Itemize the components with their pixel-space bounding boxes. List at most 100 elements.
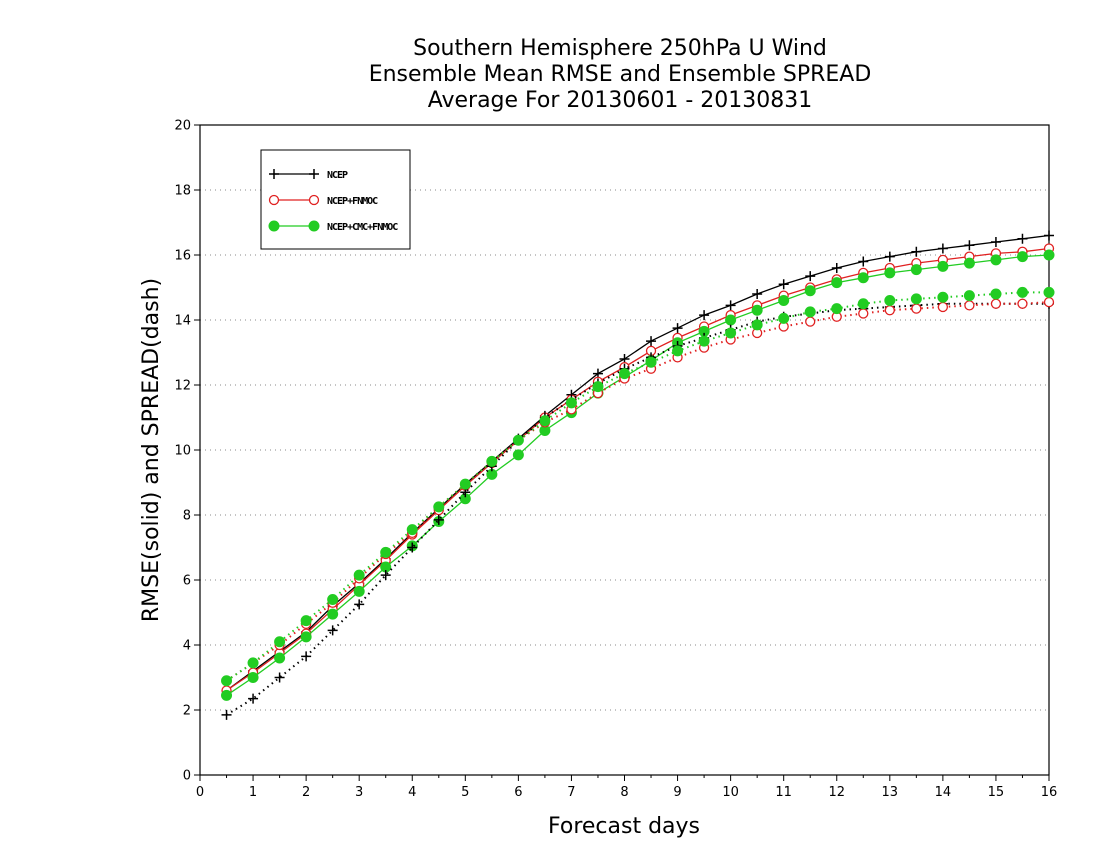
y-tick-label: 4 [183, 639, 191, 654]
series-line [226, 234, 1050, 692]
x-tick-label: 11 [775, 785, 792, 800]
data-point [380, 570, 391, 581]
data-point [407, 542, 418, 553]
legend-marker [309, 169, 319, 179]
x-tick-label: 12 [828, 785, 845, 800]
data-point [911, 303, 922, 314]
data-point [1043, 296, 1055, 308]
y-tick-label: 6 [183, 574, 191, 589]
y-tick-label: 0 [183, 769, 191, 784]
data-point [990, 288, 1002, 300]
data-point [433, 514, 444, 525]
series-line [226, 247, 1050, 692]
data-point [459, 478, 471, 490]
data-point [804, 306, 816, 318]
data-point [248, 693, 259, 704]
data-point [300, 615, 312, 627]
x-tick-label: 6 [514, 785, 522, 800]
data-point [353, 569, 365, 581]
data-point [884, 305, 895, 316]
y-tick-label: 8 [183, 509, 191, 524]
data-point [752, 289, 763, 299]
data-point [857, 298, 869, 310]
legend-marker [308, 194, 320, 206]
y-tick-label: 14 [174, 314, 191, 329]
data-point [831, 263, 842, 273]
data-point [937, 291, 949, 303]
series-line [225, 291, 1049, 682]
data-point [274, 652, 286, 664]
data-point [327, 625, 338, 636]
data-point [274, 636, 286, 648]
data-point [778, 295, 790, 306]
data-point [963, 257, 975, 269]
data-point [380, 546, 392, 558]
data-point [327, 608, 339, 620]
data-point [884, 295, 896, 306]
legend-item: NCEP+CMC+FNMOC [268, 220, 399, 233]
data-point [804, 285, 816, 297]
series-spread-ncep [221, 298, 1054, 720]
data-point [565, 397, 577, 409]
data-point [831, 277, 843, 289]
data-point [433, 501, 445, 513]
data-point [937, 301, 949, 313]
data-point [274, 672, 285, 683]
data-point [539, 415, 551, 427]
data-point [910, 264, 922, 276]
series-spread-ncep-fnmoc [221, 296, 1055, 686]
x-tick-label: 4 [408, 785, 416, 800]
title-line-1: Southern Hemisphere 250hPa U Wind [413, 36, 827, 61]
x-axis-label: Forecast days [548, 814, 700, 839]
y-tick-label: 10 [174, 444, 191, 459]
data-point [1017, 233, 1028, 244]
y-tick-label: 12 [174, 379, 191, 394]
title-line-3: Average For 20130601 - 20130831 [427, 88, 813, 113]
data-point [778, 279, 789, 290]
data-point [327, 594, 339, 605]
x-tick-label: 1 [249, 785, 257, 800]
x-tick-label: 2 [302, 785, 310, 800]
data-point [964, 300, 975, 311]
data-point [725, 327, 737, 339]
data-point [805, 316, 816, 327]
data-point [910, 293, 922, 305]
data-point [1044, 230, 1054, 241]
data-point [1043, 286, 1055, 298]
series-rmse-ncep-cmc-fnmoc [221, 249, 1055, 701]
data-point [751, 319, 763, 331]
data-point [512, 449, 524, 461]
data-point [221, 689, 233, 701]
legend-label: NCEP+CMC+FNMOC [327, 222, 398, 233]
legend-item: NCEP [269, 169, 349, 181]
data-point [221, 675, 233, 687]
x-tick-label: 7 [567, 785, 575, 800]
x-tick-label: 0 [196, 785, 204, 800]
data-point [778, 312, 790, 324]
data-point [221, 709, 232, 720]
data-point [353, 585, 365, 597]
y-tick-label: 16 [174, 249, 191, 264]
series-rmse-ncep [221, 230, 1054, 696]
series-line [226, 254, 1050, 696]
y-tick-label: 18 [174, 184, 191, 199]
data-point [911, 246, 922, 257]
series-spread-ncep-cmc-fnmoc [221, 286, 1055, 687]
legend-marker [308, 220, 320, 232]
data-point [592, 381, 604, 393]
data-point [619, 368, 630, 380]
y-tick-label: 2 [183, 704, 191, 719]
data-point [1017, 298, 1028, 309]
data-point [699, 310, 710, 321]
data-point [857, 272, 869, 284]
x-tick-label: 14 [935, 785, 952, 800]
data-point [1016, 286, 1028, 298]
x-tick-label: 3 [355, 785, 363, 800]
data-point [300, 631, 312, 643]
legend: NCEP NCEP+FNMOC NCEP+CMC+FNMOC [260, 149, 411, 250]
data-point [831, 303, 843, 315]
data-point [990, 237, 1001, 247]
chart-title: Southern Hemisphere 250hPa U Wind Ensemb… [0, 36, 1100, 114]
